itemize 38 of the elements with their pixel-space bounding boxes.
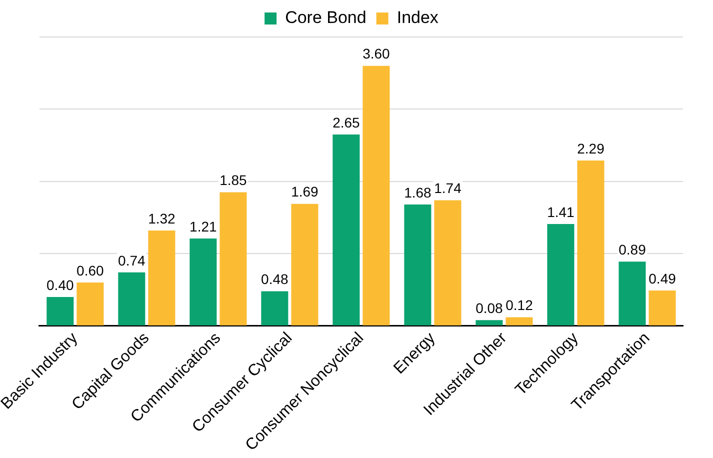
data-label: 0.12 <box>506 297 534 314</box>
data-label: 0.48 <box>261 271 289 288</box>
data-label: 3.60 <box>362 46 390 62</box>
data-label: 0.60 <box>76 262 104 278</box>
bar <box>220 192 247 326</box>
data-label: 1.32 <box>148 210 176 226</box>
data-label: 0.08 <box>476 300 504 316</box>
data-label: 2.65 <box>332 114 360 130</box>
data-label: 1.21 <box>190 218 218 234</box>
bar <box>261 291 288 326</box>
data-label: 0.89 <box>618 241 646 258</box>
bar <box>577 160 604 326</box>
bar <box>291 204 318 326</box>
data-label: 1.41 <box>547 204 575 220</box>
bar <box>476 320 503 326</box>
bar <box>648 290 676 326</box>
bar <box>362 66 390 326</box>
bar <box>434 200 462 326</box>
bar <box>46 296 74 326</box>
bar <box>190 238 217 326</box>
data-label: 1.69 <box>291 184 319 200</box>
data-label: 0.74 <box>118 252 146 268</box>
bar <box>332 134 360 326</box>
data-label: 1.68 <box>404 184 432 200</box>
legend-label: Core Bond <box>285 8 366 28</box>
data-label: 2.29 <box>577 140 605 156</box>
bar <box>148 230 176 326</box>
data-label: 1.85 <box>220 172 248 188</box>
data-label: 1.74 <box>434 180 462 196</box>
bar <box>118 272 146 326</box>
bar <box>76 282 104 326</box>
bar <box>404 204 432 326</box>
bar <box>618 262 646 326</box>
data-label: 0.49 <box>648 270 676 286</box>
data-label: 0.40 <box>46 276 74 293</box>
legend-label: Index <box>396 8 439 28</box>
bar <box>547 224 574 326</box>
bar <box>506 317 533 326</box>
